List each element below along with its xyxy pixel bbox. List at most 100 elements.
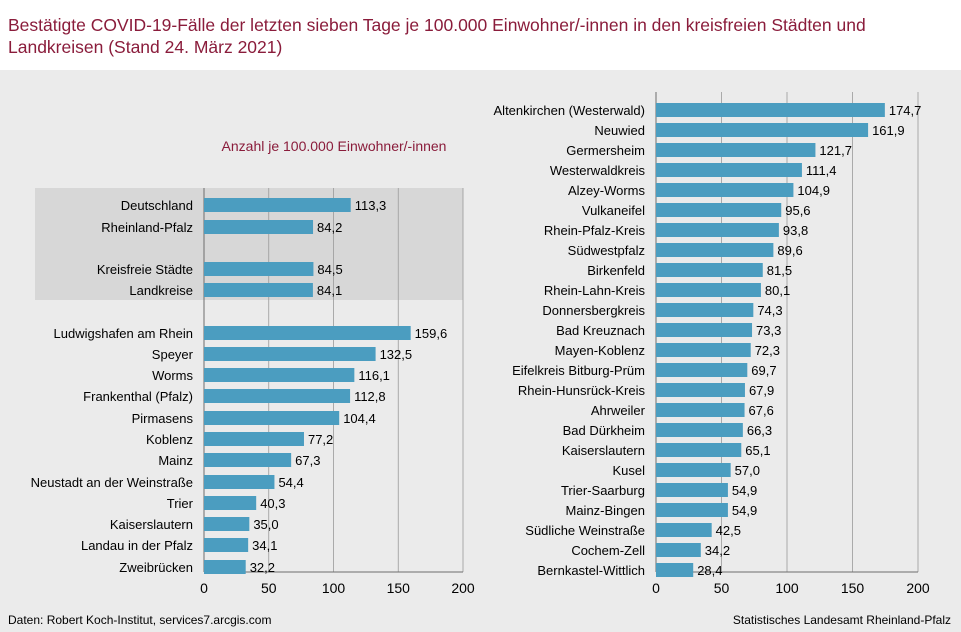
category-label: Bad Kreuznach [556,323,645,338]
tick-label: 50 [261,580,277,596]
tick-label: 200 [906,580,930,596]
data-label: 67,6 [749,403,774,418]
category-label: Alzey-Worms [568,183,646,198]
data-label: 54,9 [732,503,757,518]
data-label: 34,2 [705,543,730,558]
category-label: Ahrweiler [591,403,646,418]
bar [204,538,249,552]
tick-label: 100 [775,580,799,596]
bar [204,368,355,382]
data-label: 84,1 [317,283,342,298]
bar [656,123,869,137]
category-label: Zweibrücken [119,560,193,575]
category-label: Vulkaneifel [582,203,645,218]
bar [656,103,885,117]
tick-label: 0 [652,580,660,596]
bar [656,343,751,357]
category-label: Koblenz [146,432,193,447]
bar [656,163,802,177]
bar [656,143,816,157]
bar [656,383,745,397]
bar [204,411,340,425]
category-label: Neuwied [594,123,645,138]
data-label: 54,9 [732,483,757,498]
data-label: 67,3 [295,453,320,468]
data-label: 54,4 [278,475,303,490]
bar [656,263,763,277]
category-label: Speyer [152,347,194,362]
category-label: Südwestpfalz [568,243,645,258]
bar [656,463,731,477]
category-label: Worms [152,368,193,383]
bar [656,303,754,317]
data-label: 84,5 [317,262,342,277]
category-label: Rheinland-Pfalz [101,220,193,235]
data-label: 113,3 [355,198,387,213]
category-label: Germersheim [566,143,645,158]
data-label: 112,8 [354,389,386,404]
category-label: Rhein-Hunsrück-Kreis [518,383,646,398]
category-label: Eifelkreis Bitburg-Prüm [512,363,645,378]
bar [204,560,246,574]
tick-label: 150 [841,580,865,596]
category-label: Kreisfreie Städte [97,262,193,277]
category-label: Cochem-Zell [571,543,645,558]
category-label: Mainz [158,453,193,468]
category-label: Rhein-Pfalz-Kreis [544,223,646,238]
bar [204,453,292,467]
bar [204,432,304,446]
chart-title: Anzahl je 100.000 Einwohner/-innen [222,138,447,154]
tick-label: 200 [451,580,475,596]
bar [656,203,782,217]
data-label: 77,2 [308,432,333,447]
bar [656,243,774,257]
tick-label: 0 [200,580,208,596]
data-label: 28,4 [697,563,722,578]
data-source: Daten: Robert Koch-Institut, services7.a… [8,613,272,627]
category-label: Kusel [612,463,645,478]
category-label: Frankenthal (Pfalz) [83,389,193,404]
bar [204,198,351,212]
data-label: 65,1 [745,443,770,458]
bar [656,483,728,497]
data-label: 104,4 [343,411,376,426]
data-label: 42,5 [716,523,741,538]
tick-label: 100 [322,580,346,596]
category-label: Altenkirchen (Westerwald) [494,103,645,118]
data-label: 104,9 [797,183,830,198]
data-label: 74,3 [757,303,782,318]
chart-area: 0 50 100 150 200 Anzahl je 100.000 Einwohner/… [31,92,930,596]
page-title: Bestätigte COVID-19-Fälle der letzten si… [8,15,866,57]
data-label: 95,6 [785,203,810,218]
bar [656,443,742,457]
publisher: Statistisches Landesamt Rheinland-Pfalz [732,613,951,627]
data-label: 80,1 [765,283,790,298]
category-label: Deutschland [121,198,193,213]
data-label: 32,2 [250,560,275,575]
category-label: Donnersbergkreis [542,303,645,318]
bar [656,503,728,517]
category-label: Rhein-Lahn-Kreis [544,283,646,298]
tick-label: 50 [714,580,730,596]
bar [204,475,275,489]
category-label: Landkreise [129,283,193,298]
category-label: Trier-Saarburg [561,483,645,498]
data-label: 161,9 [872,123,905,138]
category-label: Mayen-Koblenz [555,343,645,358]
data-label: 34,1 [252,538,277,553]
data-label: 93,8 [783,223,808,238]
bar [204,220,314,234]
data-label: 174,7 [889,103,922,118]
bar [204,389,351,403]
category-label: Ludwigshafen am Rhein [54,326,193,341]
data-label: 72,3 [755,343,780,358]
data-label: 40,3 [260,496,285,511]
category-label: Landau in der Pfalz [81,538,193,553]
bar [656,283,761,297]
category-label: Kaiserslautern [110,517,193,532]
bar [204,517,250,531]
category-label: Mainz-Bingen [566,503,646,518]
bar [204,262,314,276]
data-label: 69,7 [751,363,776,378]
category-label: Westerwaldkreis [550,163,646,178]
